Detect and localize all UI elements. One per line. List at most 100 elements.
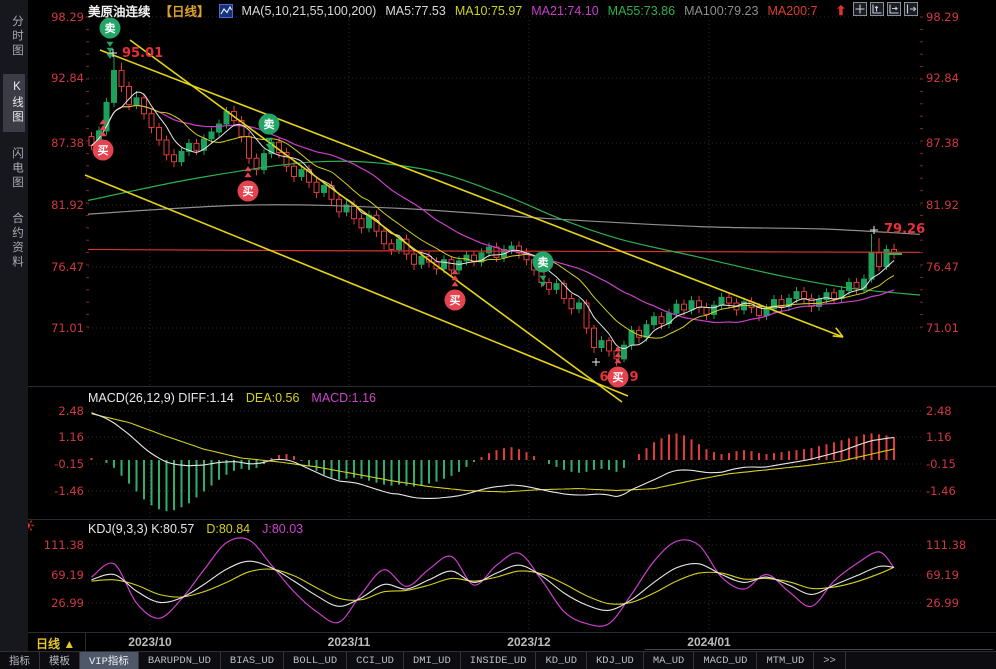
tab-INSIDE_UD[interactable]: INSIDE_UD xyxy=(461,652,537,669)
svg-text:111.38: 111.38 xyxy=(926,538,966,552)
svg-text:69.19: 69.19 xyxy=(926,568,959,582)
ma-value-label: MA5:77.53 xyxy=(385,3,446,18)
svg-text:2.48: 2.48 xyxy=(58,404,84,418)
indicator-header-value: KDJ(9,3,3) K:80.57 xyxy=(88,522,195,536)
tab-MTM_UD[interactable]: MTM_UD xyxy=(757,652,815,669)
macd-layer xyxy=(90,412,895,512)
svg-text:81.92: 81.92 xyxy=(51,198,84,212)
sell-badge: 卖 xyxy=(532,251,554,287)
candles-layer xyxy=(88,54,897,366)
tab-KD_UD[interactable]: KD_UD xyxy=(536,652,587,669)
period-selector[interactable]: 日线 ▲ xyxy=(36,635,75,652)
indicator-header-value: D:80.84 xyxy=(206,522,251,536)
svg-text:买: 买 xyxy=(450,294,461,307)
svg-text:买: 买 xyxy=(243,185,254,198)
svg-text:1.16: 1.16 xyxy=(58,430,84,444)
macd-panel-header: MACD(26,12,9) DIFF:1.14 DEA:0.56 MACD:1.16 xyxy=(88,391,376,405)
svg-text:92.84: 92.84 xyxy=(51,71,84,85)
svg-text:26.99: 26.99 xyxy=(51,596,84,610)
tab-MACD_UD[interactable]: MACD_UD xyxy=(694,652,758,669)
grid-layer xyxy=(28,16,996,652)
tab-BOLL_UD[interactable]: BOLL_UD xyxy=(284,652,348,669)
ma-settings-label: MA(5,10,21,55,100,200) xyxy=(241,3,377,18)
chart-toolbar xyxy=(853,2,918,16)
ma-lines-layer xyxy=(87,91,921,350)
svg-text:79.26: 79.26 xyxy=(884,222,925,237)
ma-value-label: MA21:74.10 xyxy=(531,3,599,18)
svg-text:71.01: 71.01 xyxy=(926,321,959,335)
svg-text:76.47: 76.47 xyxy=(926,260,959,274)
tab-CCI_UD[interactable]: CCI_UD xyxy=(347,652,404,669)
date-tick-label: 2024/01 xyxy=(687,635,731,649)
tab-模板[interactable]: 模板 xyxy=(40,652,80,669)
trendlines-layer xyxy=(84,39,844,403)
period-tag: 【日线】 xyxy=(159,5,210,19)
left-sidebar: 分时图 K线图闪电图合约资料 xyxy=(0,0,28,652)
tab-MA_UD[interactable]: MA_UD xyxy=(644,652,695,669)
sidebar-item-合约资料[interactable]: 合约资料 xyxy=(11,212,23,270)
period-selector-label: 日线 xyxy=(36,637,61,651)
sidebar-item-K线图[interactable]: K线图 xyxy=(3,73,25,132)
indicator-tabbar: 指标 模板 VIP指标 BARUPDN_UD BIAS_UD BOLL_UD CCI_UD D… xyxy=(0,651,996,669)
instrument-title: 美原油连续 xyxy=(88,5,151,19)
ma-values: MA5:77.53 MA10:75.97 MA21:74.10 MA55:73.86 M… xyxy=(385,4,826,18)
svg-text:71.01: 71.01 xyxy=(51,321,84,335)
svg-text:92.84: 92.84 xyxy=(926,71,959,85)
trend-up-arrow-icon: ⬆ xyxy=(835,2,847,18)
line-chart-icon[interactable] xyxy=(218,3,233,18)
sidebar-item-分时图[interactable]: 分时图 xyxy=(11,15,23,59)
chevron-up-icon: ▲ xyxy=(63,637,76,651)
tab-DMI_UD[interactable]: DMI_UD xyxy=(404,652,461,669)
time-axis-row: 日线 ▲ 2023/10 2023/11 2023/12 2024/01 xyxy=(0,633,996,652)
tab-VIP指标[interactable]: VIP指标 xyxy=(80,652,139,669)
svg-text:-1.46: -1.46 xyxy=(926,484,956,498)
indicator-header-value: J:80.03 xyxy=(262,522,304,536)
zoom-x-axis-icon[interactable] xyxy=(887,2,901,16)
svg-text:卖: 卖 xyxy=(264,117,275,131)
svg-text:卖: 卖 xyxy=(105,21,116,35)
zoom-y-axis-icon[interactable] xyxy=(870,2,884,16)
sell-badge: 卖 xyxy=(258,113,280,149)
svg-text:76.47: 76.47 xyxy=(51,260,84,274)
tab-KDJ_UD[interactable]: KDJ_UD xyxy=(587,652,644,669)
pan-icon[interactable] xyxy=(853,2,867,16)
svg-text:87.38: 87.38 xyxy=(926,136,959,150)
tab->>[interactable]: >> xyxy=(814,652,846,669)
indicator-header-value: MACD(26,12,9) DIFF:1.14 xyxy=(88,391,234,405)
svg-text:-0.15: -0.15 xyxy=(54,457,84,471)
svg-text:9: 9 xyxy=(629,370,638,385)
tab-BARUPDN_UD[interactable]: BARUPDN_UD xyxy=(139,652,221,669)
svg-text:2.48: 2.48 xyxy=(926,404,952,418)
indicator-header-value: DEA:0.56 xyxy=(245,391,300,405)
svg-text:87.38: 87.38 xyxy=(51,136,84,150)
kdj-panel-header: KDJ(9,3,3) K:80.57 D:80.84 J:80.03 xyxy=(88,522,303,536)
sidebar-item-闪电图[interactable]: 闪电图 xyxy=(11,146,23,191)
svg-text:买: 买 xyxy=(98,144,109,157)
svg-text:1.16: 1.16 xyxy=(926,430,952,444)
svg-text:95.01: 95.01 xyxy=(122,46,163,61)
tab-BIAS_UD[interactable]: BIAS_UD xyxy=(221,652,285,669)
buy-badge: 买 xyxy=(444,269,466,311)
ma-value-label: MA200:7 xyxy=(767,3,818,18)
ma-value-label: MA55:73.86 xyxy=(607,3,676,18)
axis-labels: 98.29 98.29 92.84 92.84 87.38 87.38 81.92 81.92… xyxy=(44,10,967,610)
kdj-layer xyxy=(91,537,895,627)
svg-text:26.99: 26.99 xyxy=(926,596,959,610)
exit-right-icon[interactable] xyxy=(904,2,918,16)
svg-text:-1.46: -1.46 xyxy=(54,484,84,498)
buy-badge: 买 xyxy=(237,166,259,202)
buy-badge: 买 xyxy=(607,346,629,388)
svg-text:98.29: 98.29 xyxy=(926,10,959,24)
date-tick-label: 2023/10 xyxy=(128,635,172,649)
tab-指标[interactable]: 指标 xyxy=(0,652,40,669)
buy-badge: 买 xyxy=(92,119,114,161)
svg-text:-0.15: -0.15 xyxy=(926,457,956,471)
ma-value-label: MA100:79.23 xyxy=(684,3,759,18)
date-tick-label: 2023/11 xyxy=(327,635,371,649)
svg-text:买: 买 xyxy=(613,371,624,384)
svg-text:6: 6 xyxy=(599,370,608,385)
sell-badge: 卖 xyxy=(99,17,121,59)
